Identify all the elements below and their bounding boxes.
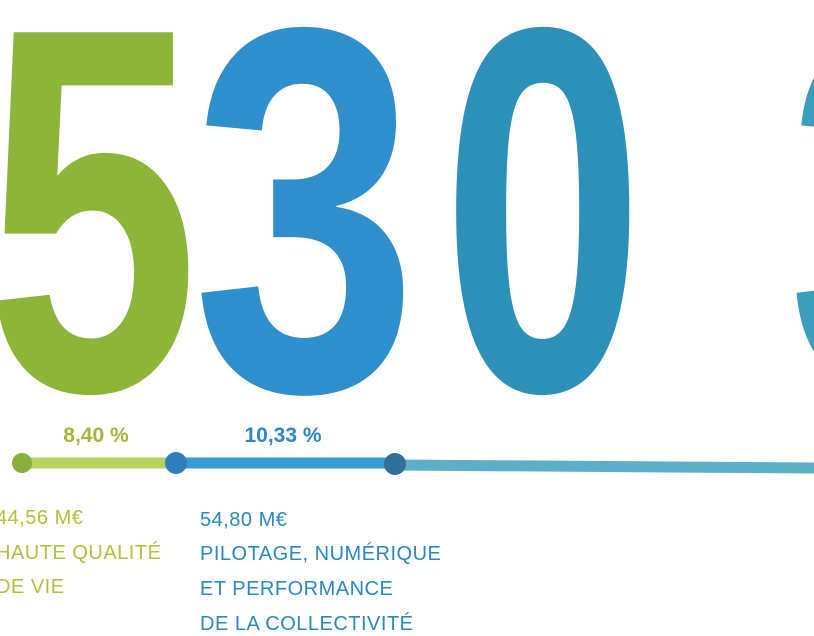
- digit: 0: [442, 0, 644, 501]
- amount: 54,80 M€: [200, 509, 287, 531]
- segment-text: 44,56 M€ HAUTE QUALITÉ DE VIE: [0, 507, 161, 598]
- dot: [384, 453, 406, 475]
- big-number: 5 3 0 3: [0, 0, 814, 501]
- label: DE VIE: [0, 576, 65, 598]
- label: PILOTAGE, NUMÉRIQUE: [200, 542, 441, 565]
- percent: 10,33 %: [244, 424, 321, 447]
- label: DE LA COLLECTIVITÉ: [200, 612, 414, 635]
- label: HAUTE QUALITÉ: [0, 541, 161, 564]
- timeline: [12, 452, 814, 475]
- segment-text: 54,80 M€ PILOTAGE, NUMÉRIQUE ET PERFORMA…: [200, 509, 441, 635]
- amount: 44,56 M€: [0, 507, 83, 529]
- digit: 3: [787, 0, 814, 500]
- label: ET PERFORMANCE: [200, 578, 393, 600]
- dot: [165, 452, 187, 474]
- dot: [12, 453, 32, 473]
- digit: 5: [0, 0, 199, 500]
- segment-line: [394, 459, 814, 474]
- percent: 8,40 %: [63, 424, 129, 447]
- digit: 3: [192, 0, 418, 500]
